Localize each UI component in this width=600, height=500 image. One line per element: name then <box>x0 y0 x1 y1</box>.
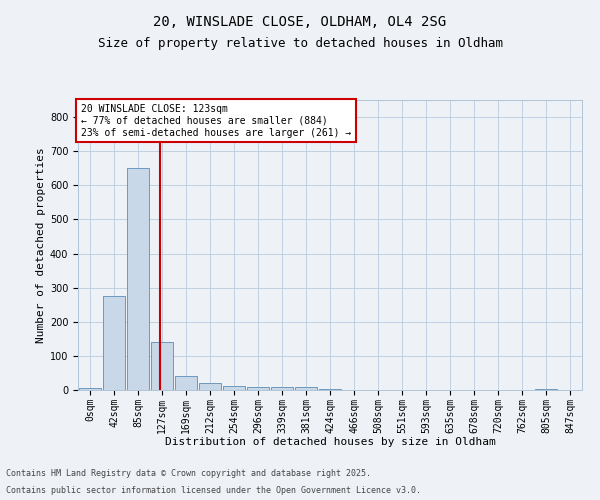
Bar <box>223 386 245 390</box>
Bar <box>79 388 101 390</box>
Text: 20 WINSLADE CLOSE: 123sqm
← 77% of detached houses are smaller (884)
23% of semi: 20 WINSLADE CLOSE: 123sqm ← 77% of detac… <box>80 104 351 138</box>
Bar <box>151 342 173 390</box>
Bar <box>271 386 293 390</box>
Text: Contains HM Land Registry data © Crown copyright and database right 2025.: Contains HM Land Registry data © Crown c… <box>6 468 371 477</box>
Bar <box>175 376 197 390</box>
Bar <box>295 388 317 390</box>
Bar <box>103 296 125 390</box>
Bar <box>127 168 149 390</box>
Bar <box>247 386 269 390</box>
X-axis label: Distribution of detached houses by size in Oldham: Distribution of detached houses by size … <box>164 437 496 447</box>
Text: Size of property relative to detached houses in Oldham: Size of property relative to detached ho… <box>97 38 503 51</box>
Y-axis label: Number of detached properties: Number of detached properties <box>35 147 46 343</box>
Text: 20, WINSLADE CLOSE, OLDHAM, OL4 2SG: 20, WINSLADE CLOSE, OLDHAM, OL4 2SG <box>154 15 446 29</box>
Bar <box>199 383 221 390</box>
Text: Contains public sector information licensed under the Open Government Licence v3: Contains public sector information licen… <box>6 486 421 495</box>
Bar <box>319 389 341 390</box>
